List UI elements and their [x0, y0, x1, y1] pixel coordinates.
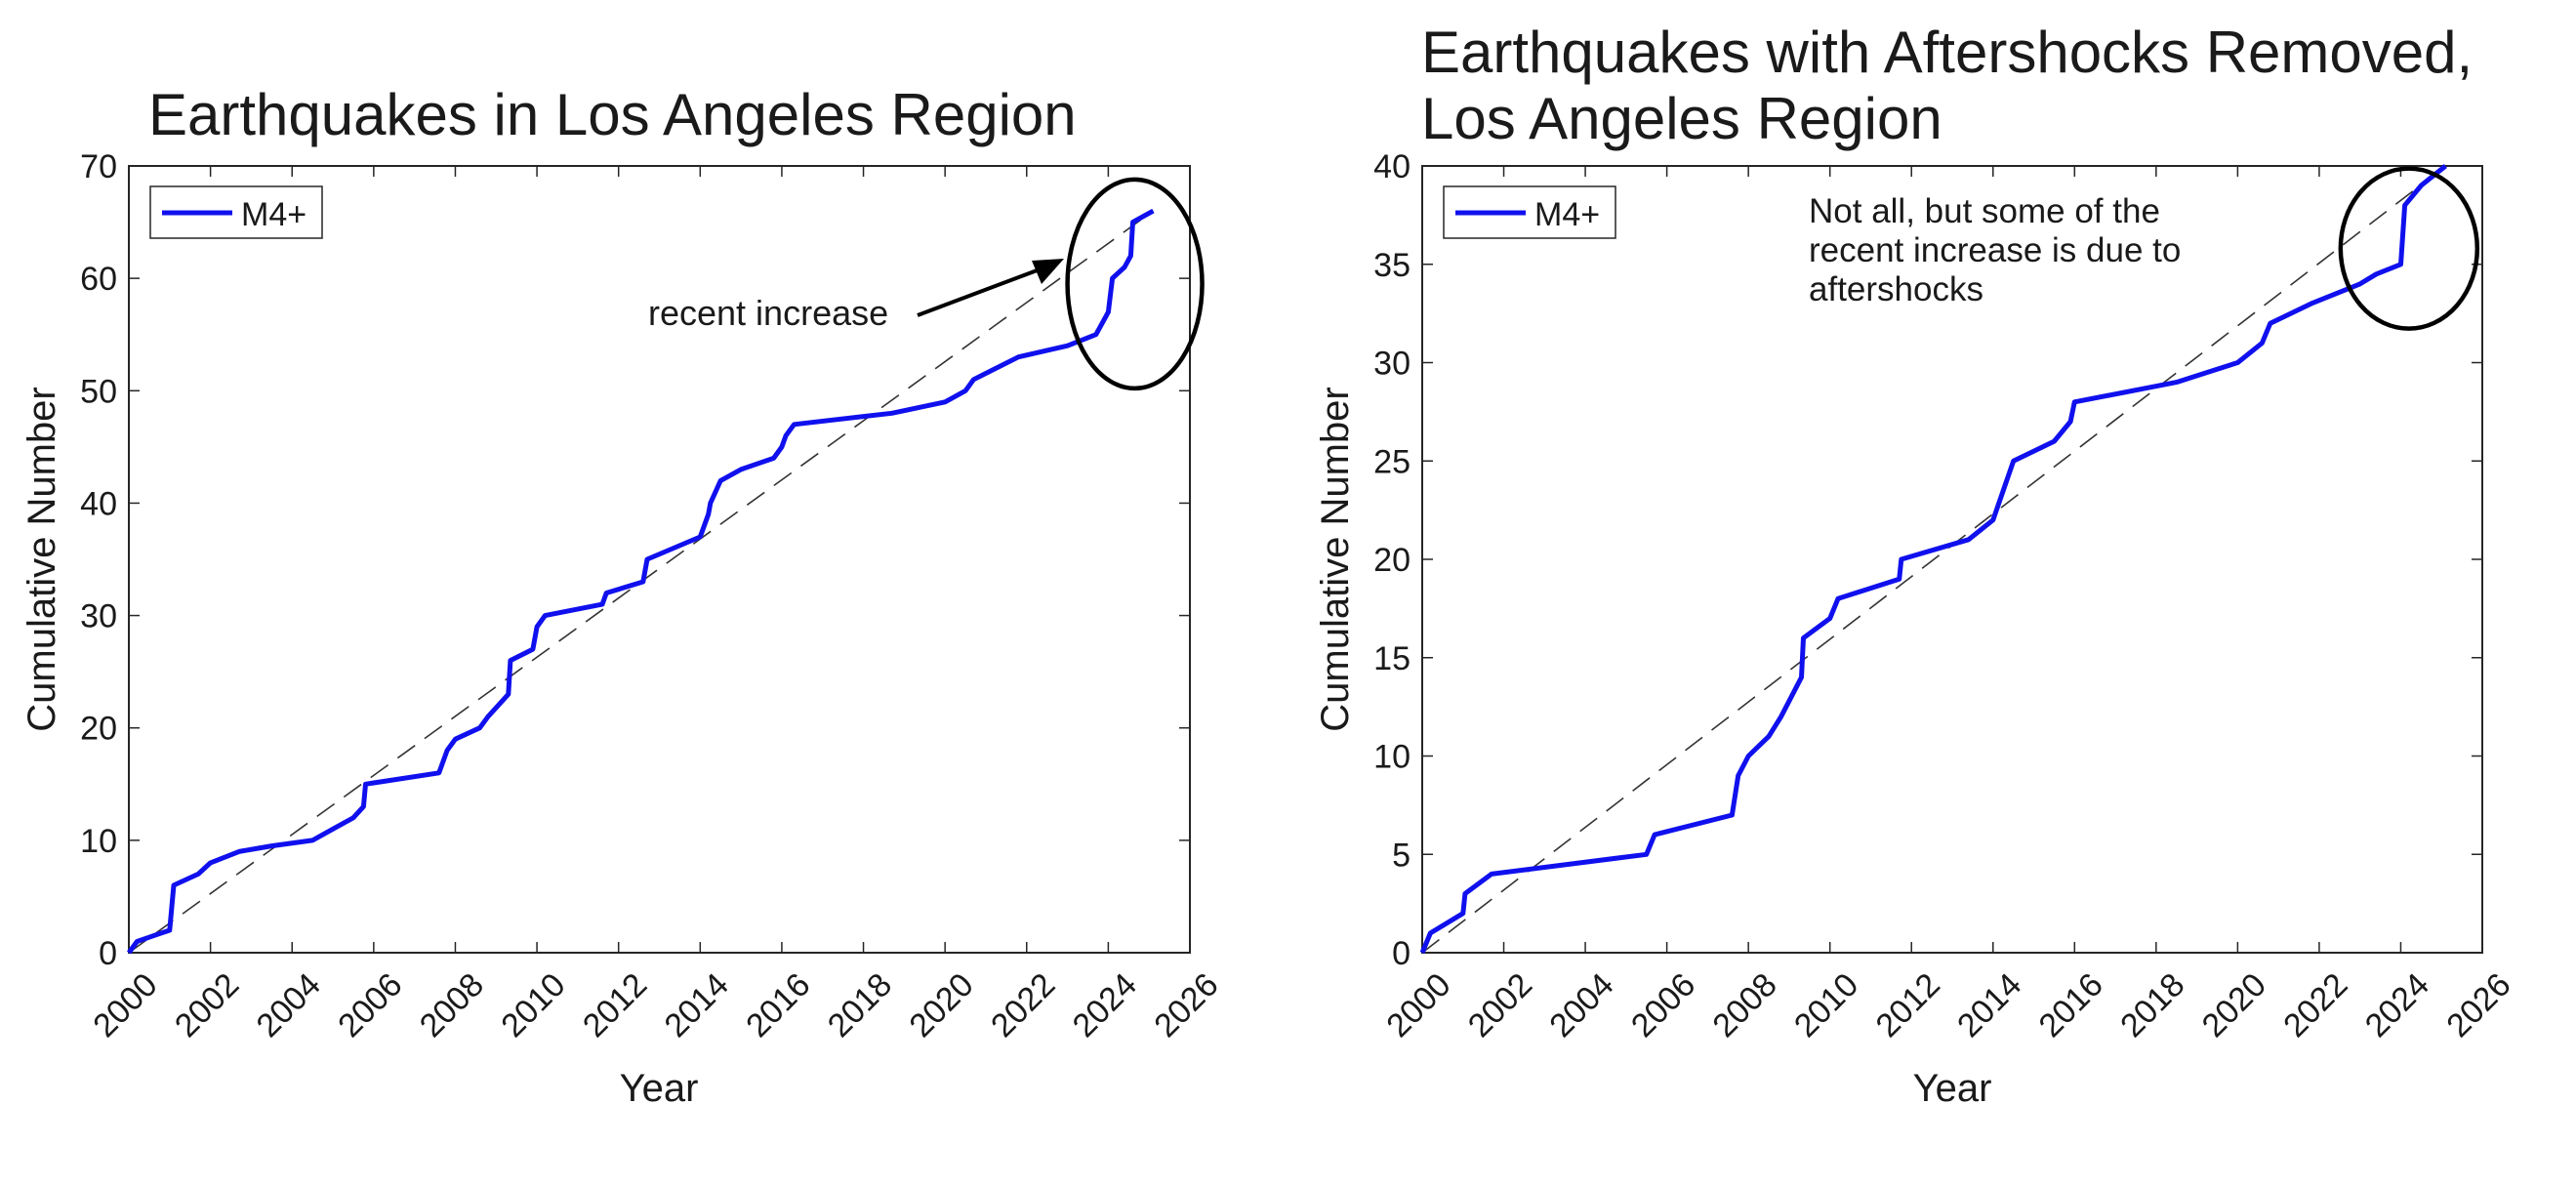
- y-tick-label: 20: [1373, 542, 1411, 579]
- x-tick-label: 2020: [2195, 966, 2273, 1044]
- x-tick-label: 2016: [739, 966, 817, 1044]
- y-tick-label: 70: [80, 148, 117, 185]
- x-tick-label: 2010: [1787, 966, 1865, 1044]
- x-axis-label: Year: [620, 1067, 699, 1110]
- y-axis-label: Cumulative Number: [20, 387, 63, 731]
- x-tick-label: 2008: [413, 966, 491, 1044]
- y-tick-label: 30: [80, 598, 117, 635]
- x-tick-label: 2020: [902, 966, 980, 1044]
- x-tick-label: 2024: [1066, 966, 1144, 1044]
- plot-area: [128, 165, 1191, 954]
- x-tick-label: 2010: [494, 966, 572, 1044]
- x-tick-label: 2018: [2113, 966, 2191, 1044]
- y-tick-label: 10: [80, 823, 117, 860]
- annotation-text-line-3: aftershocks: [1809, 270, 1983, 308]
- trend-line: [1421, 165, 2446, 954]
- y-tick-label: 10: [1373, 739, 1411, 776]
- x-tick-label: 2026: [1147, 966, 1225, 1044]
- y-tick-labels: 0 5 10 15 20 25 30 35 40: [1373, 148, 1411, 972]
- x-tick-label: 2024: [2358, 966, 2436, 1044]
- annotation-arrow-head: [1032, 259, 1064, 284]
- x-tick-label: 2000: [86, 966, 164, 1044]
- x-tick-label: 2012: [576, 966, 654, 1044]
- x-tick-label: 2026: [2439, 966, 2517, 1044]
- chart-title-line-2: Los Angeles Region: [1421, 86, 1942, 151]
- y-tick-label: 40: [80, 485, 117, 522]
- chart-left: Earthquakes in Los Angeles Region 2000 20…: [20, 82, 1226, 1110]
- x-tick-label: 2014: [658, 966, 736, 1044]
- x-tick-label: 2008: [1705, 966, 1783, 1044]
- legend: M4+: [1443, 185, 1616, 239]
- y-tick-label: 20: [80, 711, 117, 748]
- highlight-circle: [2338, 166, 2480, 331]
- y-tick-label: 15: [1373, 640, 1411, 677]
- y-tick-label: 60: [80, 261, 117, 298]
- x-tick-label: 2012: [1869, 966, 1947, 1044]
- y-tick-label: 40: [1373, 148, 1411, 185]
- x-tick-label: 2014: [1950, 966, 2028, 1044]
- legend-label: M4+: [1534, 196, 1600, 233]
- legend: M4+: [149, 185, 323, 239]
- x-tick-label: 2006: [331, 966, 409, 1044]
- x-tick-labels: 2000 2002 2004 2006 2008 2010 2012 2014 2016 2018…: [86, 966, 1225, 1044]
- chart-title: Earthquakes in Los Angeles Region: [148, 82, 1077, 147]
- annotation-text: recent increase: [648, 293, 888, 333]
- highlight-circle: [1065, 177, 1205, 391]
- series-line-m4plus: [1419, 164, 2447, 954]
- chart-title-line-1: Earthquakes with Aftershocks Removed,: [1421, 20, 2473, 85]
- x-tick-label: 2022: [2276, 966, 2354, 1044]
- x-tick-label: 2016: [2032, 966, 2110, 1044]
- x-axis-label: Year: [1913, 1067, 1992, 1110]
- axis-ticks: [128, 165, 1191, 954]
- y-axis-label: Cumulative Number: [1314, 387, 1357, 731]
- x-tick-labels: 2000 2002 2004 2006 2008 2010 2012 2014 2016 2018…: [1379, 966, 2517, 1044]
- y-tick-labels: 0 10 20 30 40 50 60 70: [80, 148, 117, 972]
- chart-right: Earthquakes with Aftershocks Removed, Lo…: [1314, 20, 2518, 1110]
- x-tick-label: 2006: [1624, 966, 1702, 1044]
- x-tick-label: 2000: [1379, 966, 1457, 1044]
- y-tick-label: 30: [1373, 346, 1411, 383]
- x-tick-label: 2002: [168, 966, 246, 1044]
- y-tick-label: 25: [1373, 443, 1411, 480]
- y-tick-label: 35: [1373, 247, 1411, 284]
- annotation-text-line-1: Not all, but some of the: [1809, 192, 2160, 230]
- y-tick-label: 5: [1392, 837, 1411, 874]
- plot-area: [1421, 165, 2483, 954]
- annotation-arrow-shaft: [917, 267, 1041, 317]
- y-tick-label: 0: [1392, 935, 1411, 972]
- y-tick-label: 50: [80, 373, 117, 410]
- x-tick-label: 2002: [1461, 966, 1539, 1044]
- series-line-m4plus: [126, 208, 1155, 955]
- y-tick-label: 0: [99, 935, 117, 972]
- annotation-text-line-2: recent increase is due to: [1809, 231, 2181, 269]
- x-tick-label: 2022: [984, 966, 1062, 1044]
- x-tick-label: 2004: [250, 966, 328, 1044]
- x-tick-label: 2018: [821, 966, 899, 1044]
- x-tick-label: 2004: [1542, 966, 1620, 1044]
- legend-label: M4+: [241, 196, 307, 233]
